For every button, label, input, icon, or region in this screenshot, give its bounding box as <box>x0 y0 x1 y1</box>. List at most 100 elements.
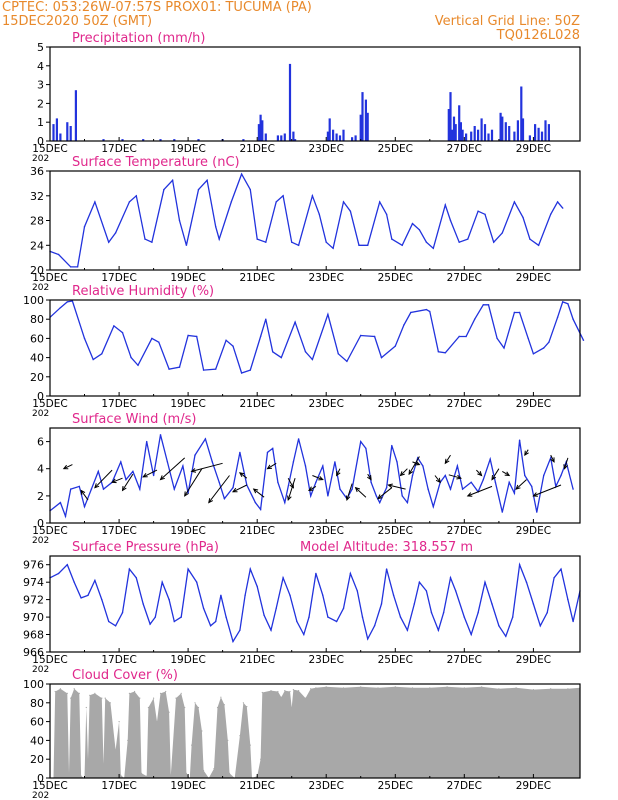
y-tick-label: 20 <box>30 264 44 277</box>
series-point-37 <box>379 201 381 203</box>
series-point-8 <box>108 620 110 623</box>
series-point-79 <box>572 620 574 623</box>
series-point-59 <box>572 318 574 320</box>
wind-arrow-11 <box>238 472 248 479</box>
y-tick-label: 5 <box>37 41 44 54</box>
series-point-38 <box>303 633 305 636</box>
series-point-26 <box>232 487 234 489</box>
series-point-71 <box>518 564 521 566</box>
x-tick-label: 23DEC <box>308 525 343 537</box>
series-point-25 <box>220 594 222 596</box>
series-point-42 <box>444 352 446 354</box>
series-point-1 <box>59 501 62 504</box>
x-tick-label: 27DEC <box>447 272 482 284</box>
series-point-48 <box>496 337 498 340</box>
series-point-3 <box>71 300 74 302</box>
wind-arrow-22 <box>377 487 393 500</box>
panel-frame-0 <box>49 46 581 142</box>
series-point-32 <box>332 247 334 249</box>
cloud-cover-point-75 <box>360 686 362 688</box>
series-point-35 <box>380 356 383 359</box>
cloud-cover-point-34 <box>168 711 170 713</box>
series-point-8 <box>121 331 124 334</box>
precip-bar-17 <box>264 133 267 141</box>
cloud-cover-point-3 <box>59 688 62 690</box>
series-point-23 <box>211 461 213 463</box>
x-tick-label: 29DEC <box>516 654 551 666</box>
x-tick-label: 21DEC <box>239 654 274 666</box>
series-point-27 <box>232 640 234 643</box>
y-tick-label: 60 <box>30 716 44 729</box>
precip-bar-46 <box>473 126 476 141</box>
y-tick-label: 4 <box>37 60 44 73</box>
cloud-cover-point-82 <box>481 686 483 688</box>
wind-arrow-20 <box>354 486 367 498</box>
series-point-66 <box>470 481 472 483</box>
series-point-27 <box>291 241 293 243</box>
x-tick-label: 21DEC <box>239 398 274 410</box>
precip-bar-3 <box>66 122 69 141</box>
wind-arrow-19 <box>345 483 353 501</box>
series-point-68 <box>482 478 484 481</box>
x-tick-label: 27DEC <box>447 780 482 792</box>
series-point-14 <box>146 440 148 443</box>
panel-3 <box>46 427 581 524</box>
x-under-label: 202 <box>32 791 49 800</box>
series-point-76 <box>553 577 555 579</box>
series-line-3 <box>49 434 574 519</box>
series-point-54 <box>401 495 403 497</box>
series-point-9 <box>135 195 137 197</box>
series-point-56 <box>537 244 540 246</box>
series-point-46 <box>356 590 358 592</box>
cloud-cover-point-50 <box>223 704 225 706</box>
x-tick-label: 15DEC <box>32 654 67 666</box>
series-point-17 <box>202 369 205 371</box>
precip-bar-35 <box>366 112 369 141</box>
precip-bar-4 <box>69 126 72 141</box>
precip-bar-42 <box>459 122 462 141</box>
x-tick-label: 25DEC <box>378 272 413 284</box>
series-point-48 <box>367 638 369 640</box>
cloud-cover-point-57 <box>249 744 251 746</box>
precip-bar-43 <box>461 129 464 141</box>
x-tick-label: 21DEC <box>239 525 274 537</box>
series-point-9 <box>114 625 117 627</box>
series-point-35 <box>282 577 284 579</box>
series-point-61 <box>449 577 452 579</box>
x-tick-label: 19DEC <box>170 398 205 410</box>
cloud-cover-point-79 <box>429 687 431 689</box>
series-line-1 <box>49 172 564 268</box>
series-point-72 <box>525 581 528 583</box>
wind-arrow-21 <box>367 473 372 481</box>
x-tick-label: 17DEC <box>101 780 136 792</box>
series-point-59 <box>437 629 440 631</box>
cloud-cover-point-32 <box>159 692 162 695</box>
series-point-23 <box>256 238 258 240</box>
wind-arrow-17 <box>312 475 324 481</box>
series-point-16 <box>197 188 200 191</box>
precip-bar-25 <box>328 118 331 141</box>
series-point-30 <box>259 508 262 511</box>
series-point-41 <box>327 495 329 497</box>
series-point-27 <box>294 321 296 323</box>
series-point-38 <box>310 495 312 497</box>
cloud-cover-point-27 <box>140 772 143 774</box>
series-point-34 <box>275 607 277 610</box>
precip-bar-16 <box>261 120 264 141</box>
series-point-57 <box>550 213 552 215</box>
cloud-cover-point-67 <box>291 706 293 709</box>
series-point-49 <box>375 495 377 497</box>
cloud-cover-point-55 <box>242 702 244 704</box>
wind-arrow-1 <box>80 489 89 501</box>
precip-bar-11 <box>197 139 200 141</box>
series-point-38 <box>410 311 412 314</box>
series-point-47 <box>487 304 490 306</box>
series-point-1 <box>57 253 60 256</box>
series-point-47 <box>365 447 367 450</box>
series-point-51 <box>493 241 495 243</box>
precip-bar-27 <box>335 133 338 141</box>
series-point-36 <box>394 345 396 347</box>
series-point-1 <box>59 307 62 309</box>
precip-bar-1 <box>55 118 58 141</box>
precip-bar-10 <box>173 139 176 141</box>
